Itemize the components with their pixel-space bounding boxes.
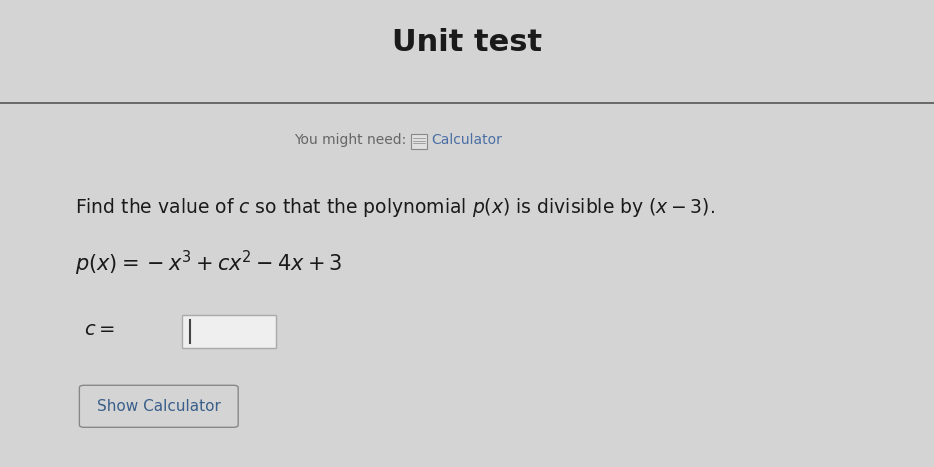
Text: Find the value of $c$ so that the polynomial $p(x)$ is divisible by $(x-3)$.: Find the value of $c$ so that the polyno… xyxy=(75,196,715,219)
FancyBboxPatch shape xyxy=(411,134,427,149)
Text: Calculator: Calculator xyxy=(432,133,502,147)
Text: You might need:: You might need: xyxy=(294,133,406,147)
Text: $c=$: $c=$ xyxy=(84,320,115,339)
Text: Unit test: Unit test xyxy=(392,28,542,57)
Text: $p(x) = -x^3 + cx^2 - 4x + 3$: $p(x) = -x^3 + cx^2 - 4x + 3$ xyxy=(75,249,342,278)
FancyBboxPatch shape xyxy=(182,315,276,348)
FancyBboxPatch shape xyxy=(79,385,238,427)
Text: Show Calculator: Show Calculator xyxy=(97,399,220,414)
